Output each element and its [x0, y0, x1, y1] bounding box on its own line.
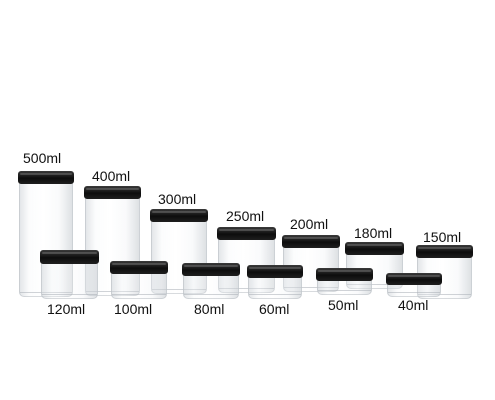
jar-label-180ml: 180ml [354, 225, 393, 241]
jar-lid [386, 273, 442, 285]
jar-50ml [316, 268, 373, 295]
jar-body [248, 278, 302, 299]
jar-label-200ml: 200ml [290, 216, 329, 232]
jar-lid [345, 242, 404, 255]
jar-label-100ml: 100ml [114, 301, 153, 317]
jar-body [387, 285, 441, 297]
jar-lid [282, 235, 340, 248]
jar-label-120ml: 120ml [47, 301, 86, 317]
jar-body [183, 276, 239, 299]
jar-lid [18, 171, 74, 184]
jar-body [41, 264, 98, 299]
jar-label-500ml: 500ml [23, 150, 62, 166]
jar-body [111, 274, 167, 299]
jar-label-150ml: 150ml [423, 229, 462, 245]
jar-40ml [386, 273, 442, 297]
jar-lid [40, 250, 99, 264]
jar-label-80ml: 80ml [194, 301, 225, 317]
jar-lid [217, 227, 276, 240]
jar-body [317, 281, 372, 295]
jar-120ml [40, 250, 99, 299]
jar-label-250ml: 250ml [226, 208, 265, 224]
jar-lid [110, 261, 168, 274]
jar-lid [84, 186, 141, 199]
jar-100ml [110, 261, 168, 299]
jar-lid [416, 245, 473, 258]
jar-lid [247, 265, 303, 278]
jar-label-300ml: 300ml [158, 191, 197, 207]
jar-lid [182, 263, 240, 276]
jar-80ml [182, 263, 240, 299]
jar-60ml [247, 265, 303, 299]
jar-label-60ml: 60ml [259, 301, 290, 317]
jar-lid [150, 209, 208, 222]
jar-lid [316, 268, 373, 281]
jar-label-40ml: 40ml [398, 297, 429, 313]
jar-label-400ml: 400ml [92, 168, 131, 184]
jar-label-50ml: 50ml [328, 297, 359, 313]
